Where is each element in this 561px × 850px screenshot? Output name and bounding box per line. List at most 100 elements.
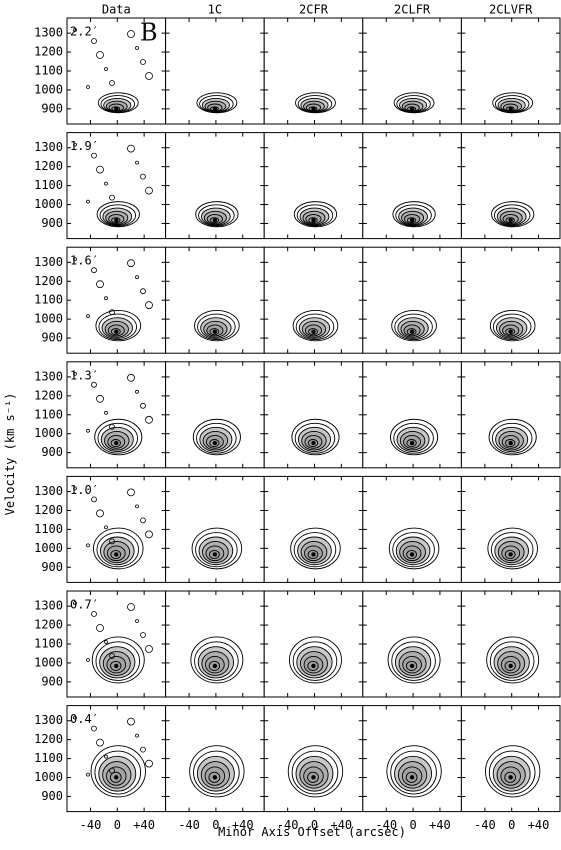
column-title: 1C [208, 3, 222, 17]
y-tick-label: 900 [41, 331, 63, 345]
peak [212, 440, 218, 446]
panel-frame [460, 590, 561, 698]
peak [311, 663, 316, 669]
y-tick-label: 1100 [34, 637, 63, 651]
contour [291, 418, 340, 456]
noise-contour [91, 267, 97, 274]
y-tick-label: 1200 [34, 45, 63, 59]
peak [311, 218, 316, 223]
panel [165, 246, 265, 354]
contour [391, 641, 436, 681]
contour [390, 750, 437, 795]
panel [460, 590, 561, 698]
panel [263, 705, 364, 813]
contour [392, 201, 436, 228]
contour [193, 750, 240, 795]
peak [508, 329, 513, 334]
contour [488, 750, 536, 795]
row-label: 0.7′ [70, 598, 99, 612]
noise-contour [91, 611, 97, 617]
noise-contour [86, 85, 90, 89]
y-tick-label: 1200 [34, 732, 63, 746]
peak [212, 106, 218, 112]
panel [460, 705, 561, 813]
contour [99, 204, 137, 227]
panel [263, 246, 364, 354]
contour [189, 745, 245, 798]
noise-contour [86, 772, 90, 777]
noise-contour [104, 410, 108, 415]
contour [388, 527, 440, 570]
contour [192, 418, 241, 456]
noise-contour [140, 402, 146, 409]
noise-contour [91, 496, 97, 503]
contour [196, 422, 237, 454]
y-axis-label: Velocity (km s⁻¹) [3, 393, 17, 516]
panel [66, 590, 167, 698]
contour [292, 641, 338, 681]
contour [191, 527, 243, 570]
contour [295, 313, 335, 341]
panel-frame [165, 590, 265, 698]
noise-contour [135, 275, 139, 280]
y-tick-label: 1000 [34, 541, 63, 555]
contour [195, 201, 239, 228]
y-tick-label: 1300 [34, 369, 63, 383]
noise-contour [91, 725, 97, 732]
peak [114, 218, 119, 223]
contour [194, 641, 239, 681]
contour [394, 313, 433, 341]
y-tick-label: 1300 [34, 26, 63, 40]
panel [263, 590, 364, 698]
contour [492, 313, 532, 341]
peak [114, 106, 119, 112]
peak [114, 440, 119, 446]
noise-contour [104, 525, 108, 530]
noise-contour [127, 717, 135, 726]
panel [362, 246, 462, 354]
noise-contour [73, 257, 77, 262]
panel [460, 361, 561, 469]
panel [460, 246, 561, 354]
noise-contour [91, 381, 97, 388]
x-tick-label: +40 [330, 818, 352, 832]
contour [289, 636, 342, 684]
panel [165, 17, 265, 125]
panel [362, 590, 462, 698]
x-tick-label: 0 [311, 818, 318, 832]
contour [294, 422, 336, 454]
row-label: 0.4′ [70, 712, 99, 726]
contour [296, 204, 334, 227]
contour [488, 418, 537, 456]
panel [66, 705, 167, 813]
noise-contour [96, 51, 104, 59]
y-tick-label: 1100 [34, 293, 63, 307]
noise-contour [104, 754, 108, 759]
noise-contour [109, 767, 115, 774]
peak [508, 552, 513, 557]
noise-contour [109, 80, 115, 86]
peak [311, 106, 316, 112]
contour [95, 641, 141, 681]
noise-contour [104, 67, 108, 71]
noise-contour [73, 715, 77, 720]
noise-contour [127, 30, 135, 38]
y-tick-label: 1100 [34, 64, 63, 78]
row-label: 1.9′ [70, 139, 99, 153]
x-tick-label: 0 [409, 818, 416, 832]
noise-contour [109, 309, 115, 316]
y-tick-label: 1200 [34, 618, 63, 632]
noise-contour [135, 504, 139, 509]
noise-contour [140, 632, 146, 638]
panel [362, 132, 462, 240]
panel [165, 705, 265, 813]
noise-contour [109, 423, 115, 430]
panel [263, 475, 364, 583]
noise-contour [127, 144, 135, 153]
noise-contour [140, 517, 146, 524]
noise-contour [96, 624, 104, 632]
peak [508, 106, 513, 112]
panel [66, 475, 167, 583]
noise-contour [145, 72, 153, 80]
contour [91, 636, 145, 684]
